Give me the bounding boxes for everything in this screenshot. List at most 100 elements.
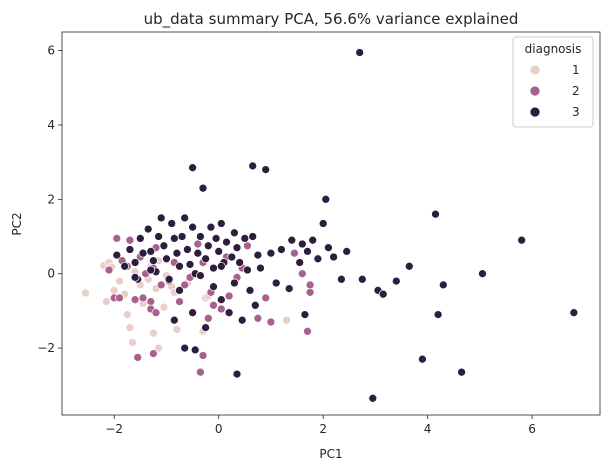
legend-marker-3 — [529, 106, 541, 118]
point-diagnosis-1 — [81, 288, 90, 298]
point-diagnosis-3 — [418, 354, 427, 364]
point-diagnosis-3 — [295, 258, 305, 267]
point-diagnosis-3 — [237, 315, 247, 325]
point-diagnosis-3 — [130, 258, 140, 267]
point-diagnosis-2 — [209, 300, 218, 310]
point-diagnosis-1 — [109, 286, 119, 295]
point-diagnosis-3 — [156, 213, 166, 223]
point-diagnosis-2 — [297, 269, 307, 279]
point-diagnosis-3 — [378, 289, 388, 299]
point-diagnosis-3 — [201, 254, 210, 264]
point-diagnosis-2 — [253, 313, 263, 323]
point-diagnosis-3 — [230, 228, 239, 238]
point-diagnosis-3 — [185, 260, 195, 269]
point-diagnosis-3 — [216, 295, 226, 305]
point-diagnosis-1 — [159, 302, 169, 312]
point-diagnosis-3 — [297, 239, 307, 249]
point-diagnosis-2 — [149, 349, 158, 358]
y-tick-label: 4 — [47, 118, 55, 132]
point-diagnosis-3 — [188, 308, 197, 318]
point-diagnosis-3 — [433, 310, 443, 319]
point-diagnosis-3 — [216, 261, 226, 271]
point-diagnosis-2 — [138, 293, 148, 303]
y-tick-label: 0 — [47, 267, 55, 281]
point-diagnosis-3 — [287, 235, 297, 245]
point-diagnosis-3 — [300, 310, 310, 319]
point-diagnosis-3 — [256, 263, 265, 273]
point-diagnosis-2 — [115, 293, 124, 303]
point-diagnosis-3 — [266, 248, 276, 258]
point-diagnosis-2 — [290, 248, 299, 258]
chart-title: ub_data summary PCA, 56.6% variance expl… — [144, 10, 519, 29]
point-diagnosis-3 — [324, 243, 333, 253]
point-diagnosis-3 — [175, 286, 184, 295]
point-diagnosis-3 — [235, 258, 244, 267]
legend-label-3: 3 — [572, 105, 580, 119]
point-diagnosis-1 — [282, 315, 291, 325]
legend-marker-1 — [529, 64, 541, 76]
point-diagnosis-3 — [457, 367, 466, 377]
point-diagnosis-3 — [517, 235, 527, 245]
point-diagnosis-1 — [149, 328, 158, 338]
point-diagnosis-3 — [193, 248, 203, 258]
point-diagnosis-2 — [224, 291, 234, 301]
point-diagnosis-3 — [337, 274, 346, 284]
point-diagnosis-3 — [209, 282, 218, 292]
x-tick-label: 4 — [424, 422, 432, 436]
data-points — [81, 48, 579, 403]
point-diagnosis-3 — [206, 222, 216, 232]
point-diagnosis-3 — [154, 232, 163, 241]
point-diagnosis-3 — [167, 219, 177, 228]
point-diagnosis-3 — [196, 271, 205, 280]
point-diagnosis-3 — [431, 209, 440, 219]
point-diagnosis-3 — [318, 219, 328, 228]
point-diagnosis-3 — [355, 48, 365, 57]
point-diagnosis-1 — [125, 323, 135, 332]
point-diagnosis-3 — [248, 161, 258, 171]
point-diagnosis-3 — [277, 245, 286, 254]
point-diagnosis-2 — [125, 235, 135, 245]
point-diagnosis-1 — [172, 325, 182, 334]
y-tick-label: −2 — [37, 341, 55, 355]
point-diagnosis-3 — [146, 265, 156, 275]
point-diagnosis-3 — [120, 261, 130, 271]
point-diagnosis-3 — [321, 194, 331, 204]
point-diagnosis-3 — [177, 232, 187, 241]
point-diagnosis-3 — [125, 245, 135, 254]
point-diagnosis-3 — [143, 224, 153, 234]
point-diagnosis-2 — [243, 241, 252, 251]
point-diagnosis-3 — [243, 265, 252, 275]
x-tick-label: 2 — [319, 422, 327, 436]
point-diagnosis-2 — [303, 326, 312, 336]
point-diagnosis-3 — [135, 234, 145, 243]
legend-title: diagnosis — [525, 42, 582, 56]
point-diagnosis-2 — [198, 351, 208, 360]
legend-box — [512, 36, 594, 128]
point-diagnosis-3 — [232, 369, 242, 379]
point-diagnosis-3 — [240, 234, 250, 243]
x-axis-ticks: −2 0 2 4 6 — [105, 415, 536, 436]
point-diagnosis-3 — [164, 274, 174, 284]
legend-label-2: 2 — [572, 84, 580, 98]
point-diagnosis-3 — [313, 254, 323, 264]
point-diagnosis-3 — [146, 247, 156, 256]
point-diagnosis-3 — [169, 315, 179, 325]
point-diagnosis-3 — [224, 308, 234, 318]
point-diagnosis-3 — [342, 247, 352, 256]
point-diagnosis-3 — [222, 237, 231, 247]
point-diagnosis-2 — [305, 287, 315, 297]
y-tick-label: 6 — [47, 44, 55, 58]
point-diagnosis-3 — [130, 273, 140, 282]
point-diagnosis-3 — [284, 284, 294, 293]
plot-frame — [61, 31, 601, 416]
point-diagnosis-2 — [193, 239, 203, 249]
point-diagnosis-3 — [172, 248, 182, 258]
point-diagnosis-2 — [112, 234, 122, 243]
point-diagnosis-2 — [305, 280, 315, 290]
point-diagnosis-3 — [188, 222, 197, 232]
point-diagnosis-3 — [112, 250, 122, 260]
point-diagnosis-3 — [329, 252, 338, 262]
point-diagnosis-3 — [190, 345, 200, 355]
point-diagnosis-3 — [216, 219, 226, 228]
